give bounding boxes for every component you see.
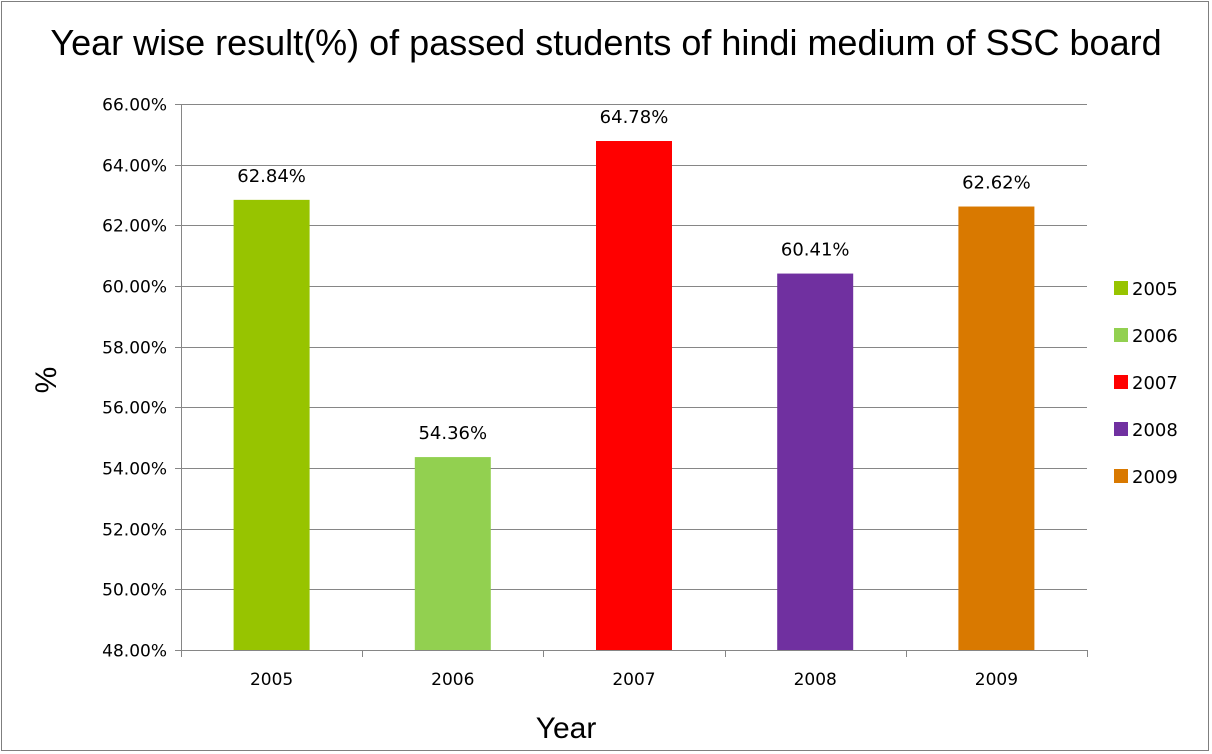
bar-2007 (596, 141, 672, 651)
y-tick-label: 66.00% (102, 96, 167, 116)
bar-2008 (777, 273, 854, 650)
axes: 48.00% 50.00% 52.00% 54.00% 56.00% 58.00% 60.0… (102, 96, 1088, 690)
legend-label: 2006 (1132, 326, 1178, 347)
chart-title: Year wise result(%) of passed students o… (50, 22, 1162, 63)
x-tick-label: 2008 (794, 670, 837, 690)
legend-swatch (1114, 328, 1128, 342)
x-tick-label: 2006 (431, 670, 474, 690)
x-tick-label: 2007 (612, 670, 655, 690)
y-tick-label: 64.00% (102, 157, 167, 177)
y-tick-label: 58.00% (102, 339, 167, 359)
legend-swatch (1114, 375, 1128, 389)
legend-label: 2005 (1132, 279, 1178, 300)
data-labels: 62.84% 54.36% 64.78% 60.41% 62.62% (237, 107, 1030, 444)
legend-swatch (1114, 422, 1128, 436)
bar-2006 (414, 457, 491, 650)
y-tick-label: 60.00% (102, 278, 167, 298)
data-label: 64.78% (600, 107, 669, 128)
y-tick-label: 50.00% (102, 581, 167, 601)
legend-swatch (1114, 281, 1128, 295)
y-tick-label: 52.00% (102, 521, 167, 541)
legend-label: 2007 (1132, 373, 1178, 394)
data-label: 60.41% (781, 240, 850, 261)
legend: 2005 2006 2007 2008 2009 (1114, 279, 1178, 488)
legend-label: 2009 (1132, 467, 1178, 488)
data-label: 62.84% (237, 166, 306, 187)
x-tick-label: 2009 (975, 670, 1018, 690)
data-label: 54.36% (418, 423, 487, 444)
x-axis-label: Year (535, 712, 597, 745)
bar-2009 (958, 206, 1035, 650)
data-label: 62.62% (962, 173, 1031, 194)
y-tick-label: 56.00% (102, 399, 167, 419)
legend-swatch (1114, 469, 1128, 483)
bars (233, 141, 1035, 651)
x-tick-label: 2005 (250, 670, 293, 690)
legend-label: 2008 (1132, 420, 1178, 441)
y-tick-label: 54.00% (102, 460, 167, 480)
y-tick-label: 48.00% (102, 642, 167, 662)
bar-2005 (233, 199, 310, 650)
y-tick-label: 62.00% (102, 217, 167, 237)
